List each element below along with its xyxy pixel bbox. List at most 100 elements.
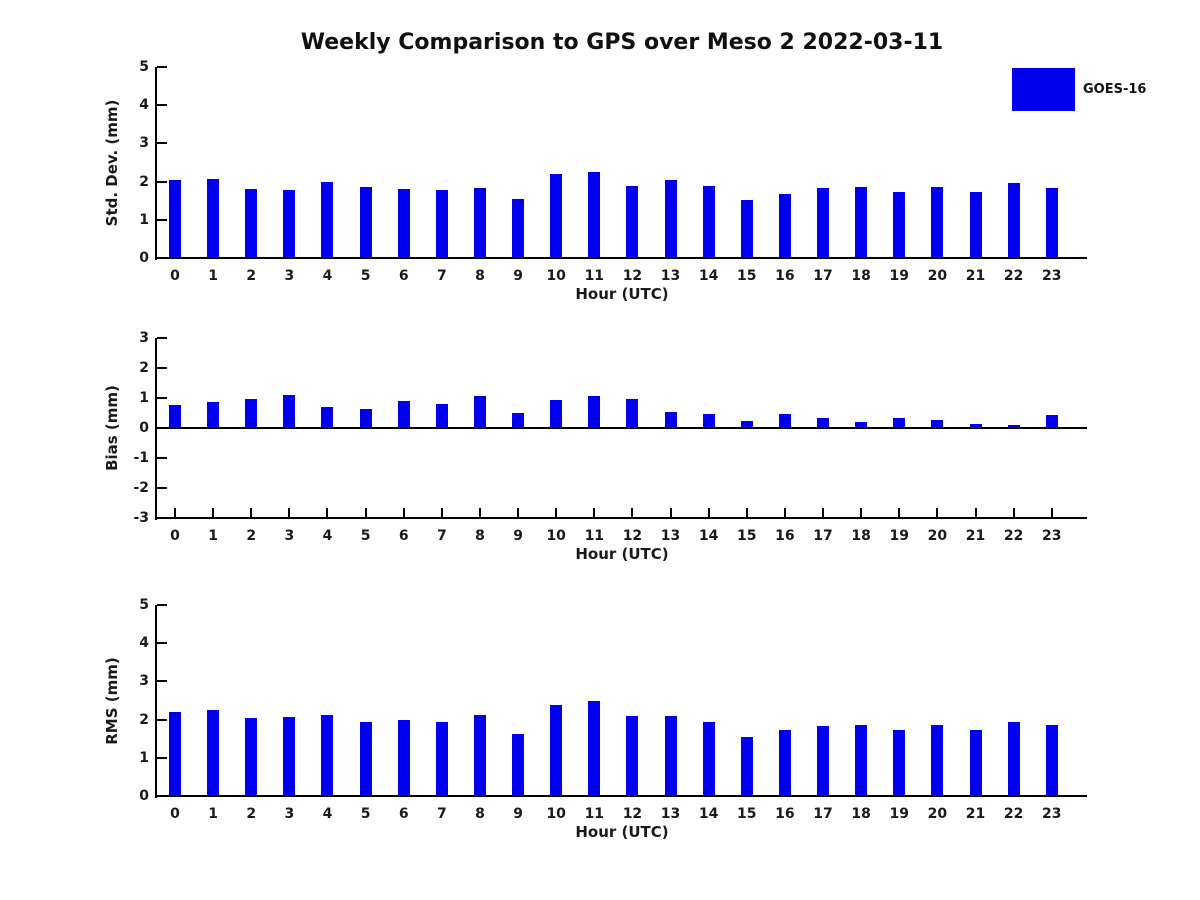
bar-hour-5	[359, 409, 372, 428]
bar-hour-23	[1045, 415, 1058, 428]
subplot-bias: -3 -2 -1 0 1 2 3 0 1 2 3 4 5 6 7 8 9 10 11 12 13 14 15 16 17 18 19…	[103, 330, 1087, 563]
x-tick	[822, 508, 825, 518]
bar-hour-12	[626, 398, 639, 428]
bar-hour-7	[435, 721, 448, 796]
x-tick-label: 22	[1003, 268, 1024, 284]
y-tick	[157, 487, 167, 489]
y-tick	[157, 795, 167, 797]
y-tick-label: -1	[133, 450, 149, 466]
x-tick-label: 21	[965, 528, 986, 544]
x-tick-label: 20	[927, 806, 948, 822]
x-tick-label: 1	[208, 528, 218, 544]
y-tick	[157, 397, 167, 399]
x-tick-label: 14	[698, 528, 719, 544]
y-tick	[157, 680, 167, 683]
y-tick-label: 3	[139, 330, 149, 346]
bar-hour-0	[169, 404, 181, 428]
bar-hour-0	[169, 180, 181, 258]
x-tick-label: 7	[436, 806, 447, 822]
x-tick-label: 17	[813, 528, 833, 544]
y-tick	[157, 718, 167, 721]
bar-hour-3	[283, 190, 296, 258]
zero-line	[157, 427, 1087, 429]
bar-hour-14	[702, 185, 715, 258]
y-tick-label: 5	[139, 59, 149, 75]
x-tick-label: 7	[436, 528, 447, 544]
x-tick-label: 12	[622, 528, 643, 544]
bar-hour-18	[855, 724, 868, 796]
x-tick-label: 8	[475, 528, 485, 544]
x-axis-label-hour-utc: Hour (UTC)	[575, 285, 669, 303]
x-tick	[212, 508, 215, 518]
x-tick-label: 6	[398, 528, 409, 544]
bar-hour-12	[626, 186, 639, 258]
bar-hour-11	[588, 172, 601, 258]
bar-hour-17	[817, 725, 830, 796]
bar-hour-8	[473, 395, 486, 428]
x-axis-spine	[155, 517, 1087, 519]
x-tick	[517, 508, 520, 518]
y-tick-label: 0	[139, 420, 149, 436]
y-tick-label: 3	[139, 135, 149, 152]
legend-swatch-icon	[1012, 68, 1075, 111]
bar-hour-10	[550, 399, 563, 428]
y-tick	[157, 104, 167, 107]
bar-hour-16	[778, 194, 791, 258]
plot-area-std-dev: 0 1 2 3 4 5 0 1 2 3 4 5 6 7 8 9 10 11 12 13 14 15 16 17 18 19 20 21…	[139, 59, 1087, 284]
bar-hour-13	[664, 716, 677, 796]
bar-hour-20	[931, 187, 944, 258]
bar-hour-21	[969, 423, 982, 428]
x-tick-label: 17	[813, 806, 833, 822]
bar-hour-16	[778, 729, 791, 796]
bar-hour-17	[817, 418, 830, 428]
bar-hour-13	[664, 179, 677, 258]
x-axis-spine	[155, 795, 1087, 797]
x-tick	[440, 508, 443, 518]
y-tick	[157, 218, 167, 221]
x-tick-label: 11	[584, 268, 605, 284]
y-tick-label: 0	[139, 788, 149, 804]
bar-hour-1	[207, 401, 220, 428]
x-tick-label: 9	[513, 268, 523, 284]
x-tick-label: 9	[513, 806, 523, 822]
bar-hour-18	[855, 422, 868, 428]
x-tick-label: 13	[660, 268, 681, 284]
bar-hour-15	[740, 199, 753, 258]
y-tick-label: 1	[139, 211, 149, 228]
y-tick-label: 2	[139, 360, 149, 376]
y-tick	[157, 367, 167, 369]
y-tick-label: 3	[139, 673, 149, 690]
y-axis-label-std-dev: Std. Dev. (mm)	[103, 99, 121, 226]
bar-hour-11	[588, 700, 601, 796]
bar-hour-20	[931, 420, 944, 428]
bar-hour-9	[512, 413, 525, 428]
x-tick-label: 15	[737, 806, 757, 822]
x-tick-label: 7	[436, 268, 447, 284]
x-tick	[555, 508, 558, 518]
y-tick	[157, 66, 167, 68]
x-tick	[364, 508, 367, 518]
y-axis-spine	[155, 338, 157, 520]
x-axis-spine	[155, 257, 1087, 259]
x-tick-label: 5	[360, 806, 371, 822]
x-tick	[860, 508, 863, 518]
x-tick	[974, 508, 977, 518]
y-axis-spine	[155, 67, 157, 260]
y-tick-label: -3	[133, 510, 149, 526]
x-tick-label: 19	[889, 268, 909, 284]
bar-hour-16	[778, 413, 791, 428]
x-tick-label: 2	[246, 528, 257, 544]
bar-hour-8	[473, 714, 486, 796]
bar-hour-11	[588, 395, 601, 428]
bar-hour-23	[1045, 187, 1058, 258]
x-tick-label: 18	[851, 806, 871, 822]
x-tick-label: 16	[775, 268, 795, 284]
x-tick-label: 19	[889, 528, 909, 544]
bar-hour-18	[855, 187, 868, 258]
x-tick-label: 16	[775, 806, 795, 822]
subplot-std-dev: 0 1 2 3 4 5 0 1 2 3 4 5 6 7 8 9 10 11 12 13 14 15 16 17 18 19 20 21…	[103, 59, 1087, 303]
x-tick-label: 20	[927, 268, 948, 284]
x-tick-label: 18	[851, 268, 871, 284]
y-tick-label: 2	[139, 711, 149, 728]
y-tick	[157, 756, 167, 759]
